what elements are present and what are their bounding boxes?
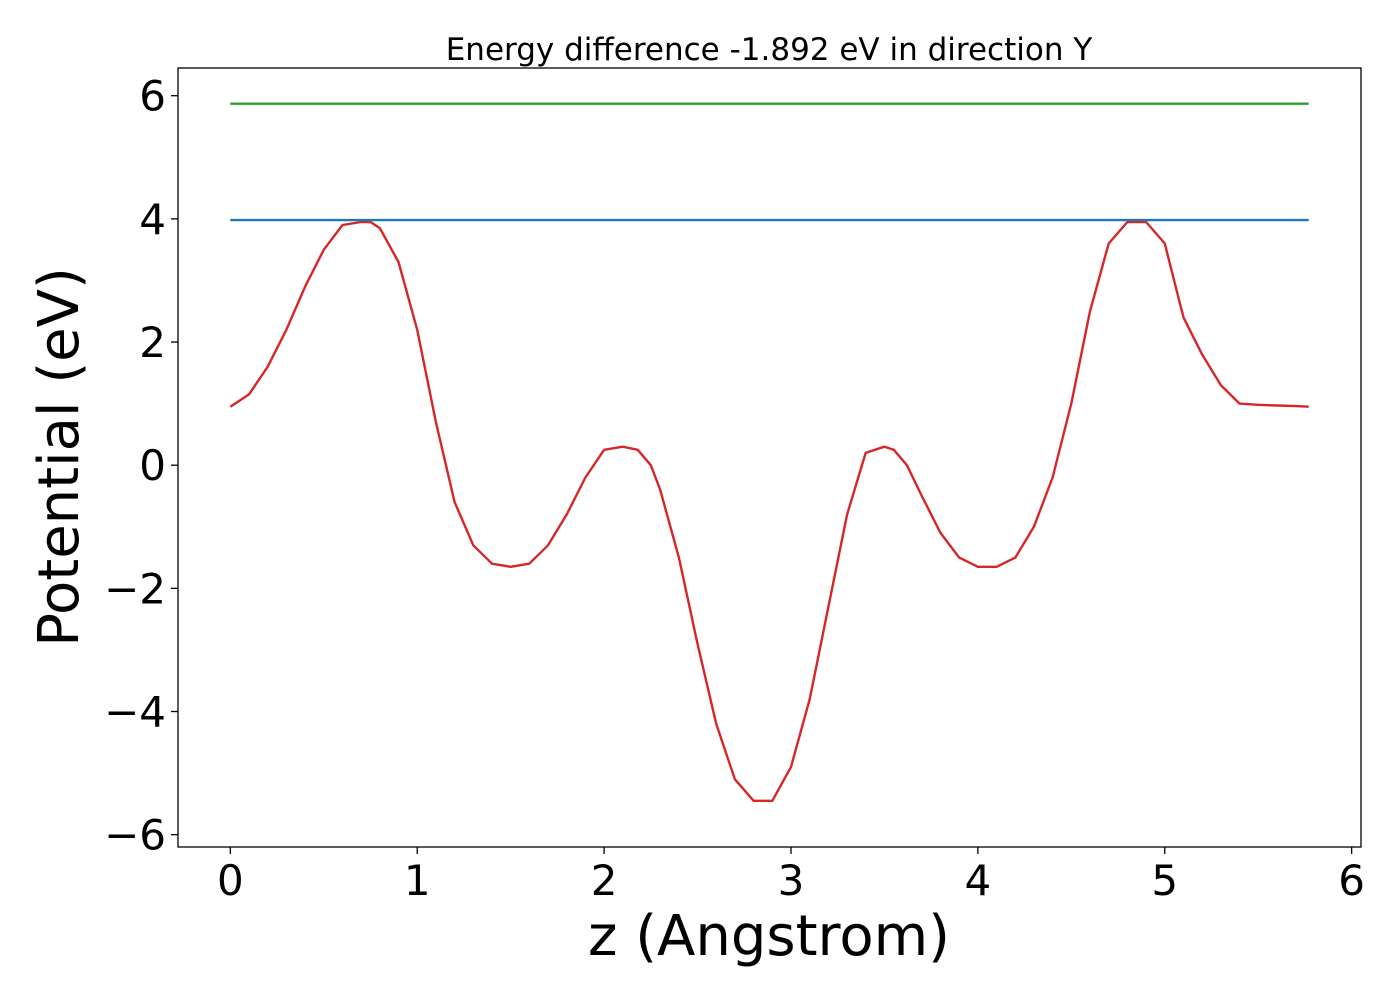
x-tick-label: 3 [778, 856, 805, 905]
series-line-0 [229, 220, 1309, 802]
y-tick-label: −6 [104, 811, 166, 860]
x-tick-label: 4 [965, 856, 992, 905]
x-tick-label: 2 [591, 856, 618, 905]
y-tick-label: 2 [139, 318, 166, 367]
y-tick-label: 0 [139, 441, 166, 490]
x-tick-label: 1 [404, 856, 431, 905]
y-tick-label: 6 [139, 72, 166, 121]
y-tick-label: −2 [104, 564, 166, 613]
y-tick-label: 4 [139, 195, 166, 244]
x-tick-label: 0 [217, 856, 244, 905]
x-tick-label: 5 [1151, 856, 1178, 905]
y-axis-label: Potential (eV) [27, 267, 92, 647]
series-layer [229, 102, 1309, 802]
x-axis-ticks: 0 1 2 3 4 5 6 [217, 847, 1365, 905]
y-tick-label: −4 [104, 688, 166, 737]
y-axis-ticks: −6 −4 −2 0 2 4 6 [104, 72, 178, 860]
x-tick-label: 6 [1338, 856, 1365, 905]
chart-title: Energy difference -1.892 eV in direction… [446, 32, 1093, 68]
x-axis-label: z (Angstrom) [588, 904, 950, 969]
plot-frame [177, 67, 1362, 848]
